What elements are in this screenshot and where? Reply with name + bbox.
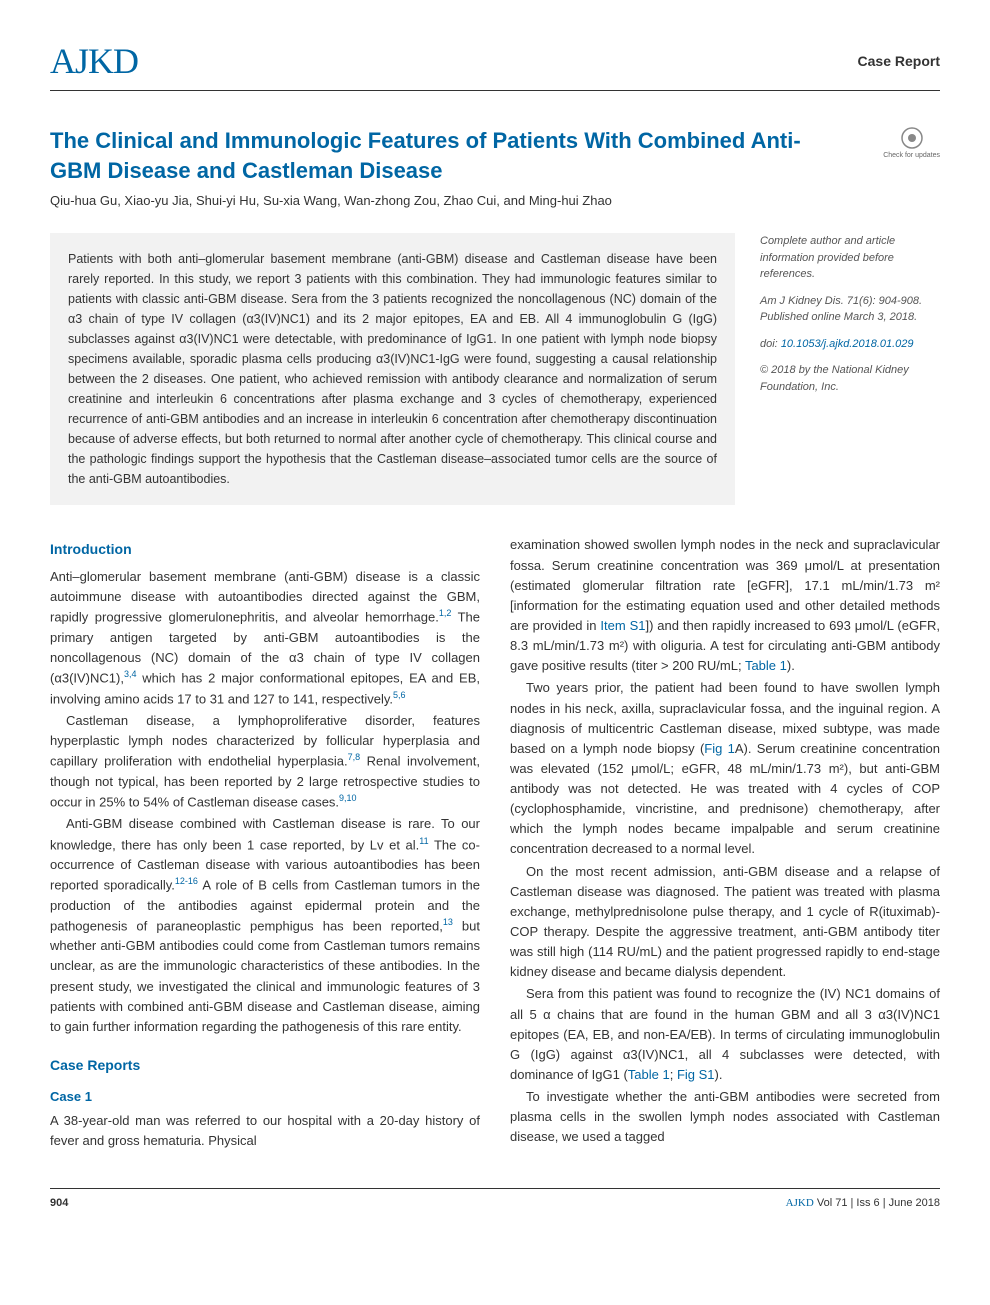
page-footer: 904 AJKD Vol 71 | Iss 6 | June 2018 xyxy=(50,1188,940,1209)
footer-journal-abbrev: AJKD xyxy=(786,1197,814,1209)
update-label: Check for updates xyxy=(883,152,940,159)
case-reports-heading: Case Reports xyxy=(50,1055,480,1077)
fig-s1-link[interactable]: Fig S1 xyxy=(677,1067,715,1082)
table-1-link[interactable]: Table 1 xyxy=(628,1067,670,1082)
text-span: Anti–glomerular basement membrane (anti-… xyxy=(50,569,480,625)
intro-paragraph-1: Anti–glomerular basement membrane (anti-… xyxy=(50,567,480,709)
update-icon xyxy=(900,126,924,150)
left-column: Introduction Anti–glomerular basement me… xyxy=(50,535,480,1153)
page-number: 904 xyxy=(50,1197,68,1209)
header-bar: AJKD Case Report xyxy=(50,40,940,91)
right-column: examination showed swollen lymph nodes i… xyxy=(510,535,940,1153)
ref-link[interactable]: 9,10 xyxy=(339,793,357,803)
ref-link[interactable]: 13 xyxy=(443,917,453,927)
citation: Am J Kidney Dis. 71(6): 904-908. Publish… xyxy=(760,293,940,326)
text-span: ). xyxy=(787,658,795,673)
ref-link[interactable]: 11 xyxy=(419,836,428,846)
footer-issue-info: Vol 71 | Iss 6 | June 2018 xyxy=(814,1197,940,1209)
col2-paragraph-3: On the most recent admission, anti-GBM d… xyxy=(510,862,940,983)
footer-issue: AJKD Vol 71 | Iss 6 | June 2018 xyxy=(786,1197,940,1209)
intro-paragraph-2: Castleman disease, a lymphoproliferative… xyxy=(50,711,480,812)
item-s1-link[interactable]: Item S1 xyxy=(600,618,645,633)
doi-link[interactable]: 10.1053/j.ajkd.2018.01.029 xyxy=(781,338,914,350)
text-span: A). Serum creatinine concentration was e… xyxy=(510,741,940,857)
author-note: Complete author and article information … xyxy=(760,233,940,283)
introduction-heading: Introduction xyxy=(50,539,480,561)
authors-line: Qiu-hua Gu, Xiao-yu Jia, Shui-yi Hu, Su-… xyxy=(50,193,940,208)
abstract-container: Patients with both anti–glomerular basem… xyxy=(50,233,940,505)
text-span: ; xyxy=(670,1067,677,1082)
table-1-link[interactable]: Table 1 xyxy=(745,658,787,673)
ref-link[interactable]: 7,8 xyxy=(348,752,361,762)
text-span: ). xyxy=(715,1067,723,1082)
ref-link[interactable]: 5,6 xyxy=(393,690,406,700)
ref-link[interactable]: 1,2 xyxy=(439,608,452,618)
text-span: Sera from this patient was found to reco… xyxy=(510,986,940,1082)
doi-label: doi: xyxy=(760,338,778,350)
ref-link[interactable]: 12-16 xyxy=(175,876,198,886)
text-span: Anti-GBM disease combined with Castleman… xyxy=(50,816,480,851)
article-meta-sidebar: Complete author and article information … xyxy=(760,233,940,505)
fig-1-link[interactable]: Fig 1 xyxy=(704,741,735,756)
col2-paragraph-4: Sera from this patient was found to reco… xyxy=(510,984,940,1085)
article-title: The Clinical and Immunologic Features of… xyxy=(50,126,820,185)
journal-logo: AJKD xyxy=(50,40,138,82)
text-span: but whether anti-GBM antibodies could co… xyxy=(50,918,480,1034)
check-updates-badge[interactable]: Check for updates xyxy=(883,126,940,159)
intro-paragraph-3: Anti-GBM disease combined with Castleman… xyxy=(50,814,480,1037)
ref-link[interactable]: 3,4 xyxy=(124,669,137,679)
col2-paragraph-2: Two years prior, the patient had been fo… xyxy=(510,678,940,859)
section-label: Case Report xyxy=(858,53,940,69)
abstract-box: Patients with both anti–glomerular basem… xyxy=(50,233,735,505)
case1-heading: Case 1 xyxy=(50,1087,480,1107)
col2-paragraph-5: To investigate whether the anti-GBM anti… xyxy=(510,1087,940,1147)
case1-paragraph-1: A 38-year-old man was referred to our ho… xyxy=(50,1111,480,1151)
title-row: The Clinical and Immunologic Features of… xyxy=(50,126,940,185)
doi-line: doi: 10.1053/j.ajkd.2018.01.029 xyxy=(760,336,940,353)
col2-paragraph-1: examination showed swollen lymph nodes i… xyxy=(510,535,940,676)
body-columns: Introduction Anti–glomerular basement me… xyxy=(50,535,940,1153)
copyright: © 2018 by the National Kidney Foundation… xyxy=(760,362,940,395)
